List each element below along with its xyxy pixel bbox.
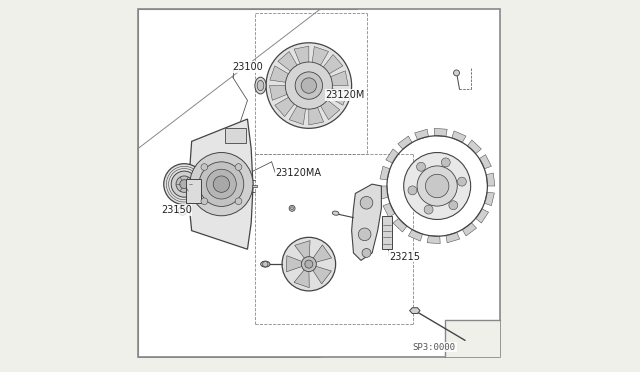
Circle shape (305, 260, 313, 268)
Polygon shape (434, 128, 447, 137)
Text: SP3:0000: SP3:0000 (413, 343, 456, 352)
Circle shape (424, 205, 433, 214)
Ellipse shape (257, 80, 264, 91)
Text: 23215: 23215 (389, 252, 420, 262)
Ellipse shape (198, 179, 204, 190)
Circle shape (190, 153, 253, 216)
Circle shape (360, 196, 373, 209)
Circle shape (454, 70, 460, 76)
Circle shape (458, 177, 467, 186)
Text: 23120M: 23120M (326, 90, 365, 100)
Circle shape (417, 166, 457, 206)
Polygon shape (309, 108, 324, 125)
Polygon shape (408, 230, 422, 241)
Circle shape (295, 72, 323, 99)
Polygon shape (380, 166, 390, 180)
Polygon shape (294, 241, 310, 259)
Polygon shape (445, 320, 500, 357)
Circle shape (404, 153, 470, 219)
Text: 23120MA: 23120MA (275, 168, 321, 178)
Polygon shape (269, 86, 287, 100)
Circle shape (301, 257, 316, 272)
Circle shape (266, 43, 351, 128)
Polygon shape (312, 46, 328, 65)
Circle shape (408, 186, 417, 195)
Polygon shape (486, 173, 495, 186)
Polygon shape (312, 266, 332, 284)
Polygon shape (484, 192, 495, 206)
Polygon shape (427, 235, 440, 244)
Ellipse shape (255, 77, 266, 94)
Circle shape (417, 162, 426, 171)
Polygon shape (331, 71, 348, 86)
Ellipse shape (260, 261, 270, 267)
Polygon shape (275, 97, 294, 116)
Polygon shape (188, 119, 253, 249)
Polygon shape (393, 218, 407, 232)
Polygon shape (294, 46, 309, 64)
Text: 23150: 23150 (161, 205, 191, 215)
Bar (252, 185, 257, 187)
Polygon shape (415, 129, 428, 140)
Circle shape (180, 180, 189, 189)
Text: 23100: 23100 (232, 62, 263, 72)
Polygon shape (321, 100, 340, 120)
Polygon shape (452, 131, 466, 142)
Polygon shape (270, 66, 289, 82)
Ellipse shape (243, 182, 248, 190)
Circle shape (449, 201, 458, 210)
Polygon shape (294, 269, 309, 288)
Polygon shape (446, 232, 460, 243)
Circle shape (301, 78, 317, 93)
Bar (383, 216, 392, 249)
Polygon shape (289, 106, 305, 125)
Circle shape (282, 237, 335, 291)
Polygon shape (351, 184, 381, 260)
Polygon shape (323, 55, 343, 74)
Circle shape (172, 171, 197, 197)
Circle shape (235, 198, 242, 205)
Circle shape (362, 248, 371, 257)
Bar (186, 179, 201, 203)
Ellipse shape (241, 180, 250, 193)
Polygon shape (398, 136, 412, 149)
Circle shape (213, 176, 230, 192)
Circle shape (426, 174, 449, 198)
Circle shape (442, 158, 450, 167)
Circle shape (180, 208, 185, 214)
Ellipse shape (332, 211, 339, 215)
Polygon shape (386, 149, 399, 163)
Circle shape (235, 164, 242, 170)
Polygon shape (380, 186, 388, 199)
Polygon shape (313, 245, 332, 262)
Polygon shape (278, 51, 297, 71)
Circle shape (178, 206, 187, 215)
Circle shape (201, 198, 207, 205)
Polygon shape (383, 203, 395, 217)
Circle shape (289, 205, 295, 211)
Circle shape (291, 207, 294, 210)
Polygon shape (410, 308, 420, 314)
Polygon shape (263, 261, 268, 267)
Circle shape (164, 164, 205, 205)
Ellipse shape (195, 175, 207, 193)
Circle shape (285, 62, 332, 109)
Circle shape (199, 162, 244, 206)
Polygon shape (179, 206, 186, 215)
Circle shape (176, 176, 193, 192)
Polygon shape (462, 223, 477, 236)
Bar (225, 128, 246, 143)
Polygon shape (287, 256, 303, 272)
Circle shape (201, 164, 207, 170)
Circle shape (207, 169, 236, 199)
Circle shape (358, 228, 371, 241)
Polygon shape (479, 155, 492, 169)
Polygon shape (467, 140, 481, 154)
Polygon shape (476, 209, 488, 223)
Polygon shape (329, 89, 348, 105)
